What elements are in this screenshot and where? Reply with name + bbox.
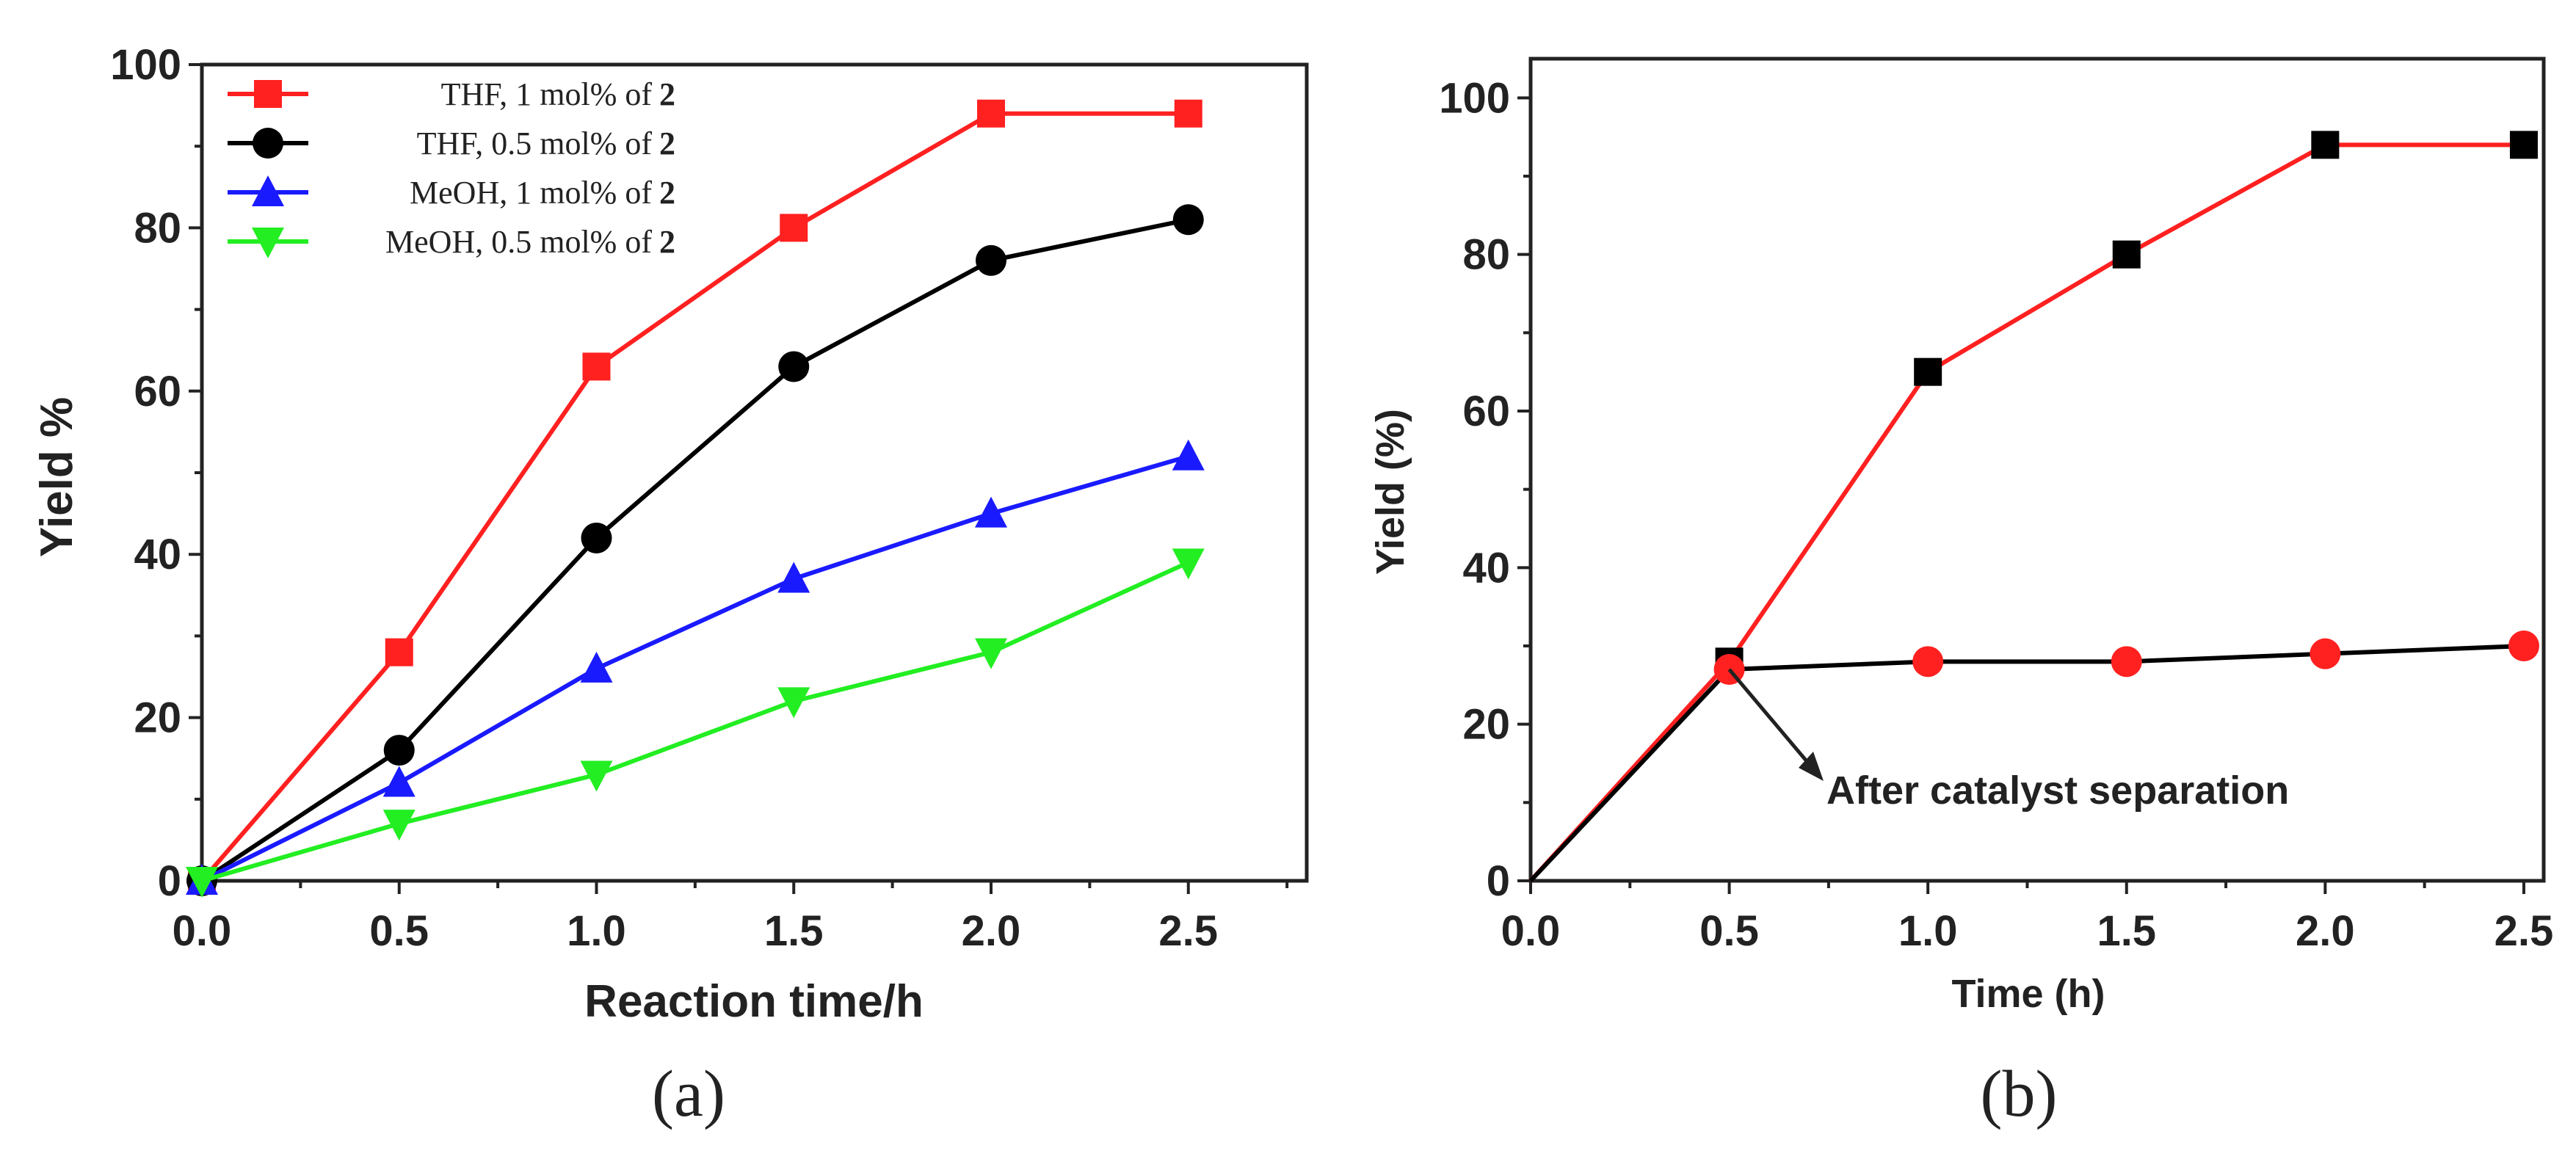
chart-b-y-tick-label: 80 (1462, 231, 1510, 279)
chart-a-legend-bold-2: 2 (659, 175, 675, 211)
chart-b-data-point (1914, 357, 1942, 386)
chart-a-data-point (580, 651, 613, 683)
chart-b-y-tick-label: 60 (1462, 388, 1510, 435)
chart-a-series-line-0 (200, 111, 1189, 882)
chart-b-data-point (1912, 646, 1944, 677)
chart-a-data-point (580, 760, 613, 792)
chart-a-series-line-2 (200, 454, 1189, 883)
chart-a-data-point (382, 810, 416, 841)
chart-a-y-tick-label: 80 (134, 204, 181, 252)
chart-a-legend-marker-3 (252, 228, 284, 258)
chart-a-data-point (975, 496, 1007, 528)
chart-b-y-tick-label: 20 (1462, 701, 1510, 749)
chart-a-x-tick-label: 0.5 (369, 907, 429, 955)
chart-a-y-tick-label: 0 (158, 857, 181, 905)
chart-a-y-tick-label: 20 (134, 694, 181, 742)
chart-a-data-point (1172, 548, 1205, 580)
chart-panel-a: Yield % Reaction time/h (a) 0.0 0.5 1.0 1.5… (32, 41, 1309, 1130)
chart-b-y-tick-label: 100 (1439, 74, 1510, 122)
chart-b-series-line-0 (1528, 142, 2524, 883)
chart-b-data-point (2310, 638, 2341, 669)
chart-b-y-tick-label: 40 (1462, 544, 1510, 592)
chart-a-data-point (975, 638, 1007, 669)
chart-a-data-point (186, 867, 218, 898)
chart-a-legend-marker-0 (254, 80, 282, 108)
chart-b-plot-frame (1528, 57, 2546, 883)
chart-b-x-tick-label: 1.5 (2097, 907, 2156, 955)
chart-b-annotation-arrow (1727, 668, 1816, 772)
chart-b-ylabel: Yield (%) (1368, 409, 1412, 575)
chart-b-x-tick-label: 1.0 (1898, 907, 1958, 955)
chart-b-series-line-1 (1528, 644, 2525, 883)
chart-a-ylabel: Yield % (32, 397, 82, 557)
chart-a-legend-label-3: MeOH, 0.5 mol% of (385, 224, 652, 260)
chart-a-legend-label-1: THF, 0.5 mol% of (417, 126, 653, 161)
chart-a-legend-bold-3: 2 (659, 224, 675, 260)
chart-a-data-point (777, 687, 810, 719)
chart-a-legend-label-0: THF, 1 mol% of (441, 76, 653, 112)
chart-a-data-point (582, 352, 611, 381)
chart-a-series-line-3 (201, 560, 1189, 883)
chart-a-y-tick-label: 40 (134, 531, 181, 578)
chart-a-x-tick-label: 0.0 (173, 907, 232, 955)
chart-a-data-point (1172, 204, 1204, 236)
chart-a-y-tick-label: 60 (134, 368, 181, 415)
chart-a-data-point (382, 766, 416, 797)
chart-a-x-tick-label: 2.5 (1158, 907, 1218, 955)
chart-a-data-point (383, 735, 415, 766)
chart-a-data-point (976, 244, 1006, 276)
chart-a-series-line-1 (200, 217, 1189, 883)
chart-b-xlabel: Time (h) (1951, 972, 2105, 1016)
chart-b-data-point (2112, 240, 2141, 269)
chart-b-x-tick-label: 2.0 (2296, 907, 2355, 955)
chart-panel-b: Yield (%) Time (h) (b) 0.0 0.5 1.0 1.5 2.0 2.… (1368, 57, 2554, 1130)
chart-b-data-point (2111, 646, 2142, 677)
chart-a-data-point (777, 562, 810, 593)
chart-a-legend-marker-1 (253, 128, 283, 159)
chart-a-y-tick-label: 100 (110, 41, 181, 89)
chart-a-legend-label-2: MeOH, 1 mol% of (410, 175, 652, 211)
chart-a-data-point (778, 351, 810, 382)
chart-b-x-tick-label: 2.5 (2495, 907, 2554, 955)
chart-a-data-point (977, 99, 1005, 128)
chart-a-x-tick-label: 1.5 (764, 907, 824, 955)
chart-b-y-tick-label: 0 (1487, 857, 1510, 905)
chart-b-annotation: After catalyst separation (1826, 769, 2289, 813)
chart-a-data-point (780, 214, 808, 242)
chart-b-panel-label: (b) (1981, 1058, 2058, 1130)
chart-a-data-point (1174, 99, 1202, 128)
chart-b-x-tick-label: 0.5 (1699, 907, 1759, 955)
chart-b-data-point (2509, 131, 2538, 159)
chart-a-legend-marker-2 (252, 175, 284, 206)
chart-a-x-tick-label: 2.0 (962, 907, 1021, 955)
chart-a-data-point (581, 522, 612, 553)
chart-b-x-tick-label: 0.0 (1501, 907, 1561, 955)
chart-b-annotation-arrowhead (1799, 752, 1824, 781)
chart-a-legend-bold-1: 2 (659, 126, 675, 161)
chart-a-x-tick-label: 1.0 (567, 907, 626, 955)
chart-a-panel-label: (a) (652, 1058, 725, 1130)
chart-b-data-point (2508, 631, 2539, 661)
chart-a-data-point (1172, 439, 1205, 470)
chart-a-data-point (385, 638, 413, 666)
chart-b-data-point (2311, 131, 2340, 159)
chart-a-legend-bold-0: 2 (659, 76, 675, 112)
chart-a-plot-frame (200, 62, 1309, 883)
chart-a-xlabel: Reaction time/h (584, 976, 924, 1027)
